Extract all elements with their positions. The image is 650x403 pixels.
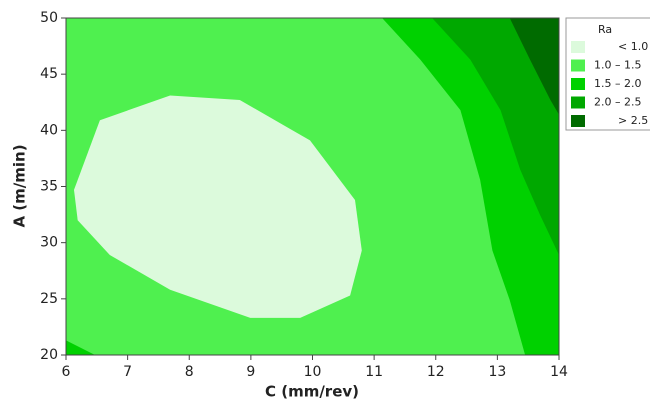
- y-tick-label: 35: [40, 179, 58, 195]
- x-tick-label: 8: [185, 364, 194, 380]
- legend-label: < 1.0: [618, 40, 648, 53]
- x-tick-label: 13: [488, 364, 506, 380]
- contour-region: [432, 18, 559, 255]
- y-tick-label: 45: [40, 66, 58, 82]
- legend-label: 1.5 – 2.0: [594, 77, 641, 90]
- contour-region: [66, 340, 95, 355]
- legend: Ra < 1.0 1.0 – 1.5 1.5 – 2.0 2.0 – 2.5 > 2.5: [565, 17, 650, 131]
- x-tick-label: 14: [550, 364, 568, 380]
- legend-title: Ra: [598, 23, 612, 36]
- legend-swatch: [571, 115, 585, 127]
- y-tick-label: 30: [40, 235, 58, 251]
- legend-swatch: [571, 59, 585, 72]
- plot-area: [66, 18, 559, 355]
- legend-swatch: [571, 41, 585, 53]
- y-tick-label: 50: [40, 10, 58, 26]
- x-tick-label: 10: [304, 364, 322, 380]
- legend-label: 2.0 – 2.5: [594, 96, 641, 109]
- legend-label: 1.0 – 1.5: [594, 59, 641, 72]
- legend-swatch: [571, 78, 585, 90]
- y-tick-label: 40: [40, 122, 58, 138]
- x-tick-label: 12: [427, 364, 445, 380]
- contour-region: [74, 95, 362, 318]
- legend-box: [565, 17, 650, 131]
- legend-label: > 2.5: [618, 114, 648, 127]
- x-axis-label: C (mm/rev): [265, 383, 359, 401]
- x-tick-label: 7: [123, 364, 132, 380]
- legend-swatch: [571, 96, 585, 109]
- y-axis-label: A (m/min): [11, 144, 29, 227]
- x-tick-label: 11: [365, 364, 383, 380]
- y-tick-label: 25: [40, 291, 58, 307]
- x-tick-label: 9: [246, 364, 255, 380]
- x-tick-label: 6: [62, 364, 71, 380]
- contour-region: [509, 18, 559, 115]
- y-tick-label: 20: [40, 347, 58, 363]
